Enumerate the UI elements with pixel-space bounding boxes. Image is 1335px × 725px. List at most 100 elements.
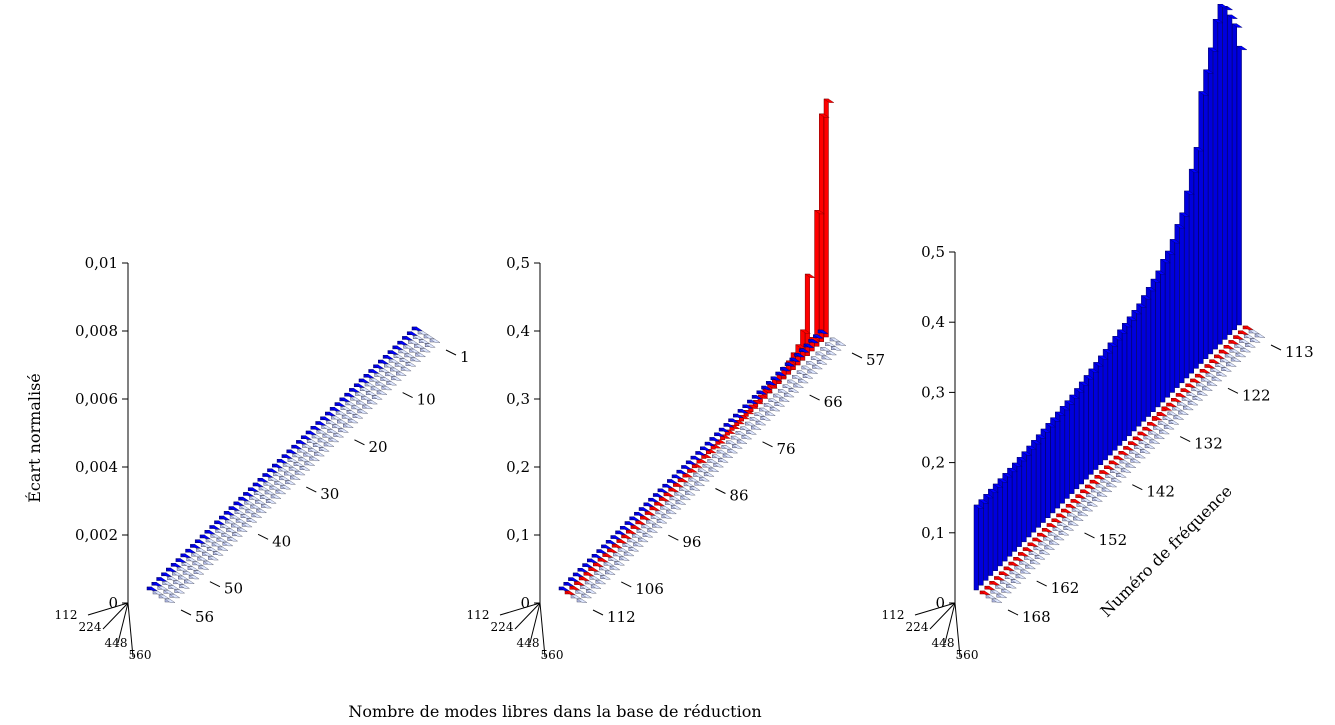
bar-top [1040,428,1052,433]
bar-top [246,518,258,523]
bar-top [1152,426,1164,431]
bar-top [697,468,709,473]
bar [983,494,989,581]
bar-top [694,481,706,486]
frequency-tick-label: 50 [224,580,243,598]
bar-top [698,477,710,482]
y-tick-label: 0,004 [75,458,118,476]
bar-top [760,385,773,390]
bar [1021,451,1027,543]
bar-top [1095,483,1107,488]
bar-top [746,399,758,404]
bar-top [394,363,406,368]
bar-top [1063,526,1075,531]
bar-top [632,542,645,547]
bar-top [689,486,701,491]
bar-top [1167,411,1179,416]
bar-top [402,344,415,349]
bar-top [1150,278,1162,283]
bar-top [353,383,365,388]
bar-top [796,370,808,375]
bar-top [1137,431,1149,436]
bar-top [999,580,1011,585]
depth-tick-label: 112 [467,608,490,622]
bar-top [711,454,723,459]
bar-top [783,393,795,398]
bar-top [675,500,687,505]
bar-top [679,496,692,500]
bar-top [1229,349,1241,354]
frequency-tick-label: 142 [1146,483,1175,501]
bar [1040,428,1046,523]
bar-top [749,417,761,422]
bar-top [1066,512,1078,517]
bar-top [1037,541,1050,546]
bar-top [1214,363,1227,368]
bar-top [1070,499,1082,504]
bar [1217,4,1223,345]
bar-top [581,594,593,599]
bar-top [1143,435,1155,440]
bar-top [577,568,589,573]
bar-top [392,345,404,350]
bar-top [1127,441,1139,446]
bar [1165,250,1171,398]
bar-top [633,512,645,517]
bar-top [685,460,697,465]
bar-top [1106,483,1118,488]
bar-top [665,510,678,515]
bar-top [317,438,329,443]
bar-top [306,439,318,444]
bar-top [611,544,623,549]
bar-top [1173,415,1185,420]
depth-tick-mark [102,602,129,630]
bar-top [282,463,294,468]
bar-top [778,397,791,402]
bar-top [798,348,810,353]
bar-top [807,369,819,374]
bar-top [1116,329,1129,334]
bar-top [1107,342,1119,347]
bar-top [604,570,616,575]
bar-top [202,560,215,565]
bar-top [645,520,657,525]
bar-top [598,566,610,571]
bar-top [273,481,286,486]
bar-top [1110,478,1123,483]
depth-tick-mark [944,602,956,644]
bar-top [1156,412,1168,417]
bar-top [217,546,229,551]
y-tick-label: 0,3 [921,383,945,401]
bar-top [1078,381,1090,386]
bar-top [1079,489,1092,494]
bar-top [1005,584,1017,589]
bar-top [1017,552,1029,557]
bar-top [389,367,401,372]
bar [1074,388,1080,490]
bar [1045,423,1051,518]
bar-top [979,590,991,595]
bar-top [1153,434,1166,439]
bar-top [169,594,181,599]
bar-top [727,449,739,454]
bar [973,504,979,591]
bar-top [199,534,211,539]
bar-top [1067,521,1080,526]
frequency-tick-label: 40 [272,532,291,550]
bar-top [1052,527,1064,532]
bar-top [1048,540,1060,545]
frequency-tick-label: 30 [320,485,339,503]
bar-top [1060,508,1072,513]
bar-top [175,558,187,563]
bar-top [994,585,1007,590]
bar-top [1135,303,1148,308]
depth-tick-label: 112 [55,608,78,622]
bar-top [1184,383,1197,388]
bar-top [1049,417,1062,422]
bar-top [390,376,403,381]
bar-top [664,501,676,506]
bar-top [747,404,760,409]
bar-top [637,538,649,543]
bar-top [1140,295,1152,300]
bar-top [739,426,752,431]
